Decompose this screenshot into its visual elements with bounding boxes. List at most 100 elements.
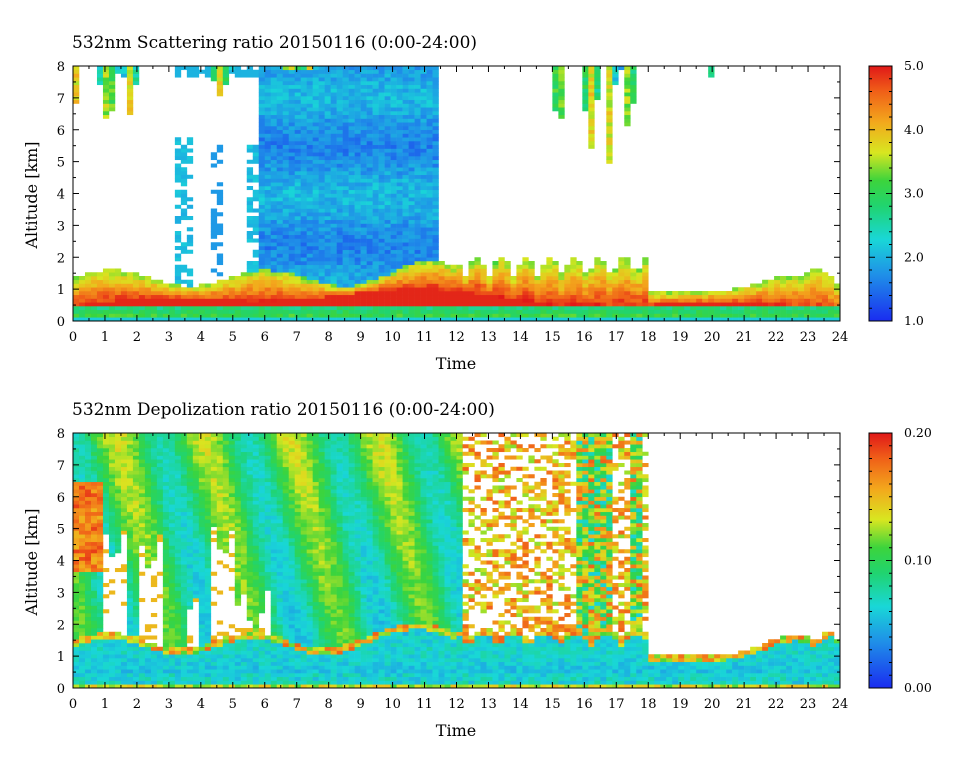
heatmap-cell xyxy=(84,601,92,606)
heatmap-cell xyxy=(300,298,307,303)
heatmap-cell xyxy=(126,684,134,689)
heatmap-cell xyxy=(420,129,427,134)
heatmap-cell xyxy=(96,459,104,464)
heatmap-cell xyxy=(126,455,134,460)
heatmap-cell xyxy=(834,306,841,311)
heatmap-cell xyxy=(258,272,266,277)
heatmap-cell xyxy=(180,631,188,636)
heatmap-cell xyxy=(432,309,439,314)
heatmap-cell xyxy=(132,455,140,460)
heatmap-cell xyxy=(126,436,134,441)
heatmap-cell xyxy=(324,152,331,157)
heatmap-cell xyxy=(78,455,86,460)
heatmap-cell xyxy=(210,287,218,292)
heatmap-cell xyxy=(96,616,104,621)
heatmap-cell xyxy=(414,204,421,209)
heatmap-cell xyxy=(276,219,284,224)
heatmap-cell xyxy=(606,283,613,288)
heatmap-cell xyxy=(786,291,793,296)
heatmap-cell xyxy=(378,88,385,93)
heatmap-cell xyxy=(348,264,355,269)
heatmap-cell xyxy=(96,481,104,486)
heatmap-cell xyxy=(384,129,391,134)
heatmap-cell xyxy=(780,317,787,322)
heatmap-cell xyxy=(73,84,80,89)
heatmap-cell xyxy=(492,313,499,318)
heatmap-cell xyxy=(420,107,427,112)
heatmap-cell xyxy=(384,201,391,206)
heatmap-cell xyxy=(132,309,140,314)
heatmap-cell xyxy=(342,272,349,277)
heatmap-cell xyxy=(594,313,601,318)
heatmap-cell xyxy=(498,261,505,266)
heatmap-cell xyxy=(282,294,290,299)
heatmap-cell xyxy=(336,137,343,142)
heatmap-cell xyxy=(258,189,266,194)
heatmap-cell xyxy=(168,616,176,621)
heatmap-cell xyxy=(342,212,349,217)
heatmap-cell xyxy=(624,88,631,93)
heatmap-cell xyxy=(384,279,391,284)
heatmap-cell xyxy=(672,291,679,296)
heatmap-cell xyxy=(156,661,164,666)
heatmap-cell xyxy=(84,583,92,588)
heatmap-cell xyxy=(648,313,655,318)
heatmap-cell xyxy=(84,485,92,490)
heatmap-cell xyxy=(696,317,703,322)
heatmap-cell xyxy=(174,553,182,558)
heatmap-cell xyxy=(258,216,266,221)
heatmap-cell xyxy=(516,279,523,284)
heatmap-cell xyxy=(73,444,80,449)
heatmap-cell xyxy=(90,451,98,456)
heatmap-cell xyxy=(180,605,188,610)
heatmap-cell xyxy=(162,459,170,464)
heatmap-cell xyxy=(360,313,367,318)
heatmap-cell xyxy=(558,88,565,93)
heatmap-cell xyxy=(324,126,331,131)
heatmap-cell xyxy=(414,264,421,269)
heatmap-cell xyxy=(390,129,397,134)
heatmap-cell xyxy=(450,309,457,314)
heatmap-cell xyxy=(174,302,182,307)
heatmap-cell xyxy=(396,313,403,318)
heatmap-cell xyxy=(210,246,218,251)
heatmap-cell xyxy=(73,519,80,524)
heatmap-cell xyxy=(384,133,391,138)
heatmap-cell xyxy=(222,279,230,284)
heatmap-cell xyxy=(390,148,397,153)
heatmap-cell xyxy=(180,635,188,640)
heatmap-cell xyxy=(78,669,86,674)
heatmap-cell xyxy=(73,99,80,104)
heatmap-cell xyxy=(90,568,98,573)
heatmap-cell xyxy=(126,586,134,591)
heatmap-area xyxy=(73,66,841,322)
heatmap-cell xyxy=(330,156,337,161)
heatmap-cell xyxy=(612,309,619,314)
heatmap-cell xyxy=(102,92,110,97)
heatmap-cell xyxy=(102,594,110,599)
heatmap-cell xyxy=(150,530,158,535)
heatmap-cell xyxy=(276,246,284,251)
heatmap-cell xyxy=(96,526,104,531)
heatmap-cell xyxy=(264,171,272,176)
heatmap-cell xyxy=(306,208,313,213)
heatmap-cell xyxy=(336,216,343,221)
heatmap-cell xyxy=(324,253,331,258)
heatmap-cell xyxy=(702,298,709,303)
heatmap-cell xyxy=(408,144,415,149)
heatmap-cell xyxy=(330,88,337,93)
heatmap-cell xyxy=(132,549,140,554)
heatmap-cell xyxy=(630,306,637,311)
heatmap-cell xyxy=(73,583,80,588)
heatmap-cell xyxy=(318,77,325,82)
heatmap-cell xyxy=(270,163,278,168)
x-axis: 0 1 2 3 4 5 6 7 8 9 10 11 12 13 14 15 16 17 18 19 20 21 22 23 24 xyxy=(69,66,848,345)
heatmap-cell xyxy=(402,133,409,138)
heatmap-cell xyxy=(144,519,152,524)
heatmap-cell xyxy=(174,73,182,78)
heatmap-cell xyxy=(306,291,313,296)
heatmap-cell xyxy=(426,152,433,157)
heatmap-cell xyxy=(210,223,218,228)
heatmap-cell xyxy=(150,440,158,445)
heatmap-cell xyxy=(318,174,325,179)
